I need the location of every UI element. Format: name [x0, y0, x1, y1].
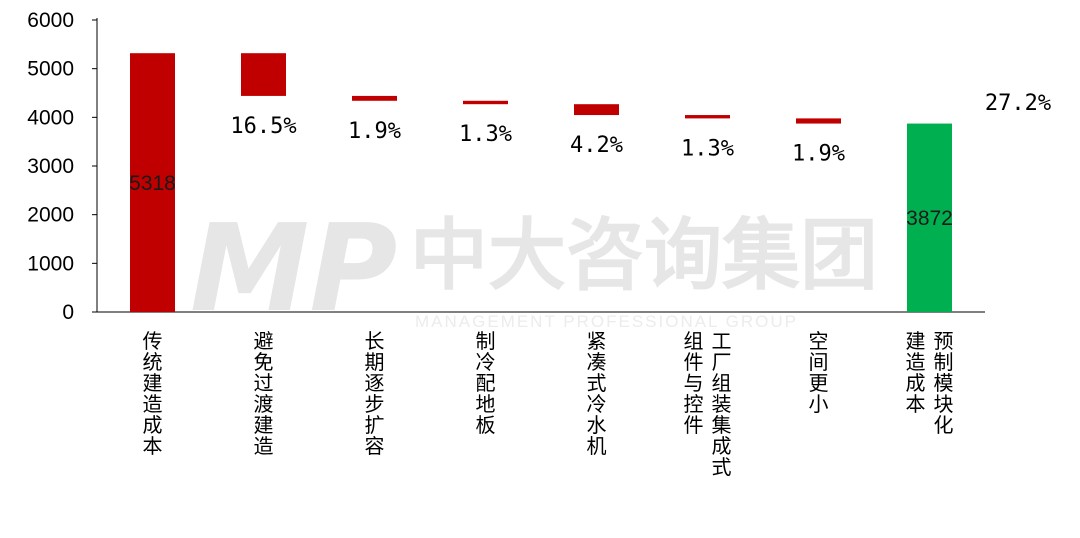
plot-area: 0 1000 2000 3000 4000 5000 6000 5318 16.5% 1.9% 1.…	[27, 9, 1051, 479]
y-tick-label: 2000	[27, 204, 74, 227]
bar-total	[130, 53, 175, 312]
bar-pct-label: 1.3%	[681, 136, 734, 161]
bar-decrease	[241, 53, 286, 96]
y-tick-label: 6000	[27, 9, 74, 32]
y-tick-label: 5000	[27, 58, 74, 81]
watermark-cn: 中大咨询集团	[410, 211, 878, 301]
bar-decrease	[685, 115, 730, 119]
bar-decrease	[352, 95, 397, 101]
x-category-label: 预制模块化	[934, 329, 954, 437]
x-category-label: 空间更小	[809, 329, 829, 416]
x-category-label: 工厂组装集成式	[712, 329, 732, 479]
total-saving-label: 27.2%	[985, 91, 1051, 116]
bar-total	[907, 123, 952, 312]
x-category-label: 制冷配地板	[476, 329, 496, 437]
y-tick-label: 4000	[27, 106, 74, 129]
bar-pct-label: 16.5%	[230, 114, 296, 139]
x-category-label: 建造成本	[906, 329, 926, 416]
bar-decrease	[796, 118, 841, 124]
x-category-label: 避免过渡建造	[254, 329, 274, 458]
bar-pct-label: 1.9%	[348, 119, 401, 144]
bar-pct-label: 1.3%	[459, 122, 512, 147]
bar-pct-label: 4.2%	[570, 133, 623, 158]
x-category-label: 紧凑式冷水机	[587, 329, 607, 458]
watermark-logo: MP	[190, 200, 397, 339]
bar-pct-label: 1.9%	[792, 142, 845, 167]
x-category-label: 传统建造成本	[143, 329, 163, 458]
bar-decrease	[463, 100, 508, 105]
y-tick-label: 3000	[27, 155, 74, 178]
y-tick-label: 1000	[27, 252, 74, 275]
watermark-en: MANAGEMENT PROFESSIONAL GROUP	[415, 312, 798, 331]
x-category-label: 组件与控件	[684, 329, 704, 437]
x-category-label: 长期逐步扩容	[365, 329, 385, 458]
y-tick-label: 0	[62, 301, 74, 324]
bar-value-label: 5318	[129, 172, 176, 195]
bar-decrease	[574, 104, 619, 116]
bar-value-label: 3872	[906, 207, 953, 230]
watermark: MP 中大咨询集团 MANAGEMENT PROFESSIONAL GROUP	[190, 200, 878, 339]
